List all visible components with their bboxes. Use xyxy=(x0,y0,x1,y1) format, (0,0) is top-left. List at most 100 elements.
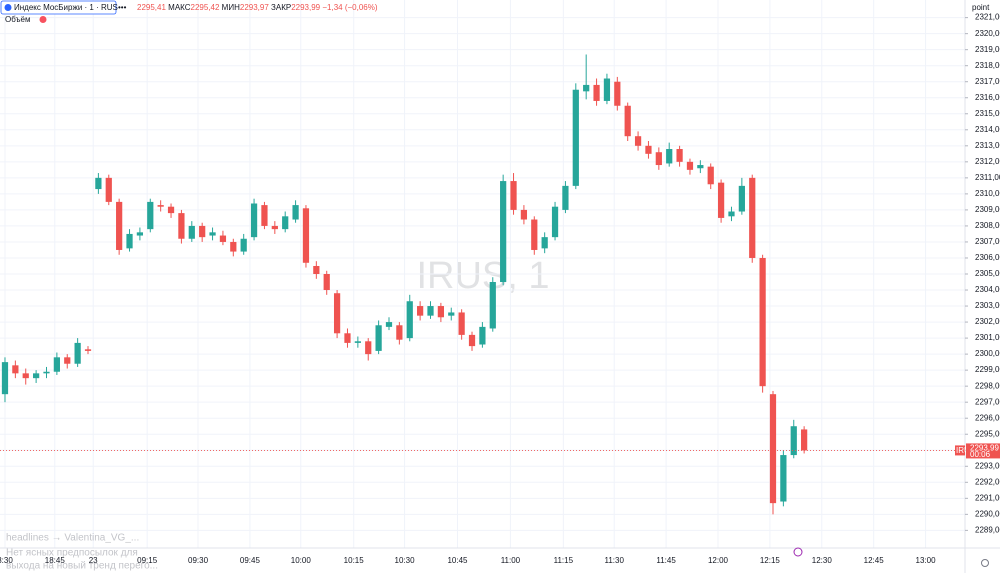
countdown: 00:06 xyxy=(970,450,991,459)
candle xyxy=(84,346,92,355)
candle-body xyxy=(738,185,745,212)
candle xyxy=(53,352,60,375)
candle-body xyxy=(396,325,403,340)
candle xyxy=(645,141,652,159)
y-tick-label: 2317,00 xyxy=(975,77,1000,86)
candle-body xyxy=(655,152,662,166)
y-tick-label: 2321,00 xyxy=(975,13,1000,22)
candle-body xyxy=(116,201,123,250)
x-tick-label: 8:30 xyxy=(0,556,13,565)
candle-body xyxy=(147,201,154,230)
candle-body xyxy=(645,145,652,154)
candle-body xyxy=(448,312,455,316)
y-tick-label: 2320,00 xyxy=(975,29,1000,38)
candle xyxy=(676,145,683,167)
settings-icon[interactable] xyxy=(981,559,989,567)
y-tick-label: 2293,00 xyxy=(975,461,1000,470)
y-tick-label: 2318,00 xyxy=(975,61,1000,70)
candle xyxy=(199,222,206,242)
candle xyxy=(769,390,777,515)
candle xyxy=(385,317,393,331)
event-icon[interactable] xyxy=(793,547,803,557)
candle-body xyxy=(292,205,299,220)
candle xyxy=(551,201,559,241)
candle xyxy=(230,238,237,257)
candle-body xyxy=(801,429,808,451)
candle xyxy=(759,254,766,393)
candle-body xyxy=(323,274,330,291)
candle-body xyxy=(666,149,673,164)
candle xyxy=(1,357,9,403)
candle xyxy=(157,200,164,212)
candle xyxy=(240,233,247,255)
x-tick-label: 11:45 xyxy=(656,556,676,565)
candle-body xyxy=(344,333,351,343)
menu-dots[interactable]: ••• xyxy=(118,3,127,12)
candle xyxy=(697,160,704,174)
x-tick-label: 09:30 xyxy=(188,556,209,565)
candle-body xyxy=(271,225,278,230)
x-tick-label: 10:45 xyxy=(447,556,468,565)
candle-body xyxy=(500,181,507,283)
candle xyxy=(33,370,40,383)
x-tick-label: 11:15 xyxy=(554,556,574,565)
candle xyxy=(520,205,528,225)
x-tick-label: 09:15 xyxy=(137,556,158,565)
candle-body xyxy=(686,161,694,170)
candle-body xyxy=(417,306,424,316)
candle-body xyxy=(541,237,548,249)
high-label: МАКС xyxy=(168,3,191,12)
candle xyxy=(655,147,662,170)
candle-body xyxy=(520,209,528,220)
candle-body xyxy=(95,177,102,190)
symbol-icon xyxy=(4,4,12,11)
candle-body xyxy=(551,206,559,238)
y-tick-label: 2316,00 xyxy=(975,93,1000,102)
x-tick-label: 12:45 xyxy=(864,556,885,565)
x-tick-label: 10:00 xyxy=(291,556,312,565)
x-tick-label: 13:00 xyxy=(916,556,937,565)
candle-body xyxy=(749,177,756,258)
y-tick-label: 2301,00 xyxy=(975,333,1000,342)
candle-body xyxy=(12,365,19,374)
candle-body xyxy=(406,301,413,339)
candle-body xyxy=(282,216,289,230)
y-tick-label: 2303,00 xyxy=(975,301,1000,310)
y-tick-label: 2309,00 xyxy=(975,205,1000,214)
candle xyxy=(489,277,496,332)
candle xyxy=(178,209,185,244)
candle xyxy=(43,366,50,379)
candle xyxy=(271,221,278,234)
candle xyxy=(344,328,351,348)
candle xyxy=(749,174,756,263)
candle xyxy=(666,142,673,167)
x-tick-label: 23 xyxy=(89,556,98,565)
y-tick-label: 2302,00 xyxy=(975,317,1000,326)
symbol-box[interactable] xyxy=(0,0,117,15)
candle-body xyxy=(53,357,60,372)
candle xyxy=(74,338,81,367)
candle xyxy=(22,368,29,385)
overlay-idea[interactable]: выхода на новый тренд перего... xyxy=(6,561,158,572)
overlay-headline[interactable]: headlines → Valentina_VG_... xyxy=(6,533,139,544)
candle-body xyxy=(157,205,164,207)
y-tick-label: 2306,00 xyxy=(975,253,1000,262)
candle-body xyxy=(178,213,185,239)
candle xyxy=(292,200,299,223)
y-tick-label: 2313,00 xyxy=(975,141,1000,150)
candle xyxy=(396,322,403,345)
candle xyxy=(12,360,19,379)
volume-warning[interactable] xyxy=(39,16,47,23)
candle-body xyxy=(354,341,361,343)
candle-body xyxy=(603,78,611,101)
y-tick-label: 2308,00 xyxy=(975,221,1000,230)
candle xyxy=(728,206,735,222)
candle xyxy=(95,173,102,194)
candle xyxy=(250,198,258,241)
candle-body xyxy=(769,394,777,504)
overlay-idea[interactable]: Нет ясных предпосылок для xyxy=(6,548,138,559)
volume-label[interactable]: Объём xyxy=(5,15,31,24)
symbol[interactable]: Индекс МосБиржи · 1 · RUS xyxy=(14,3,118,12)
candle-body xyxy=(489,282,496,329)
